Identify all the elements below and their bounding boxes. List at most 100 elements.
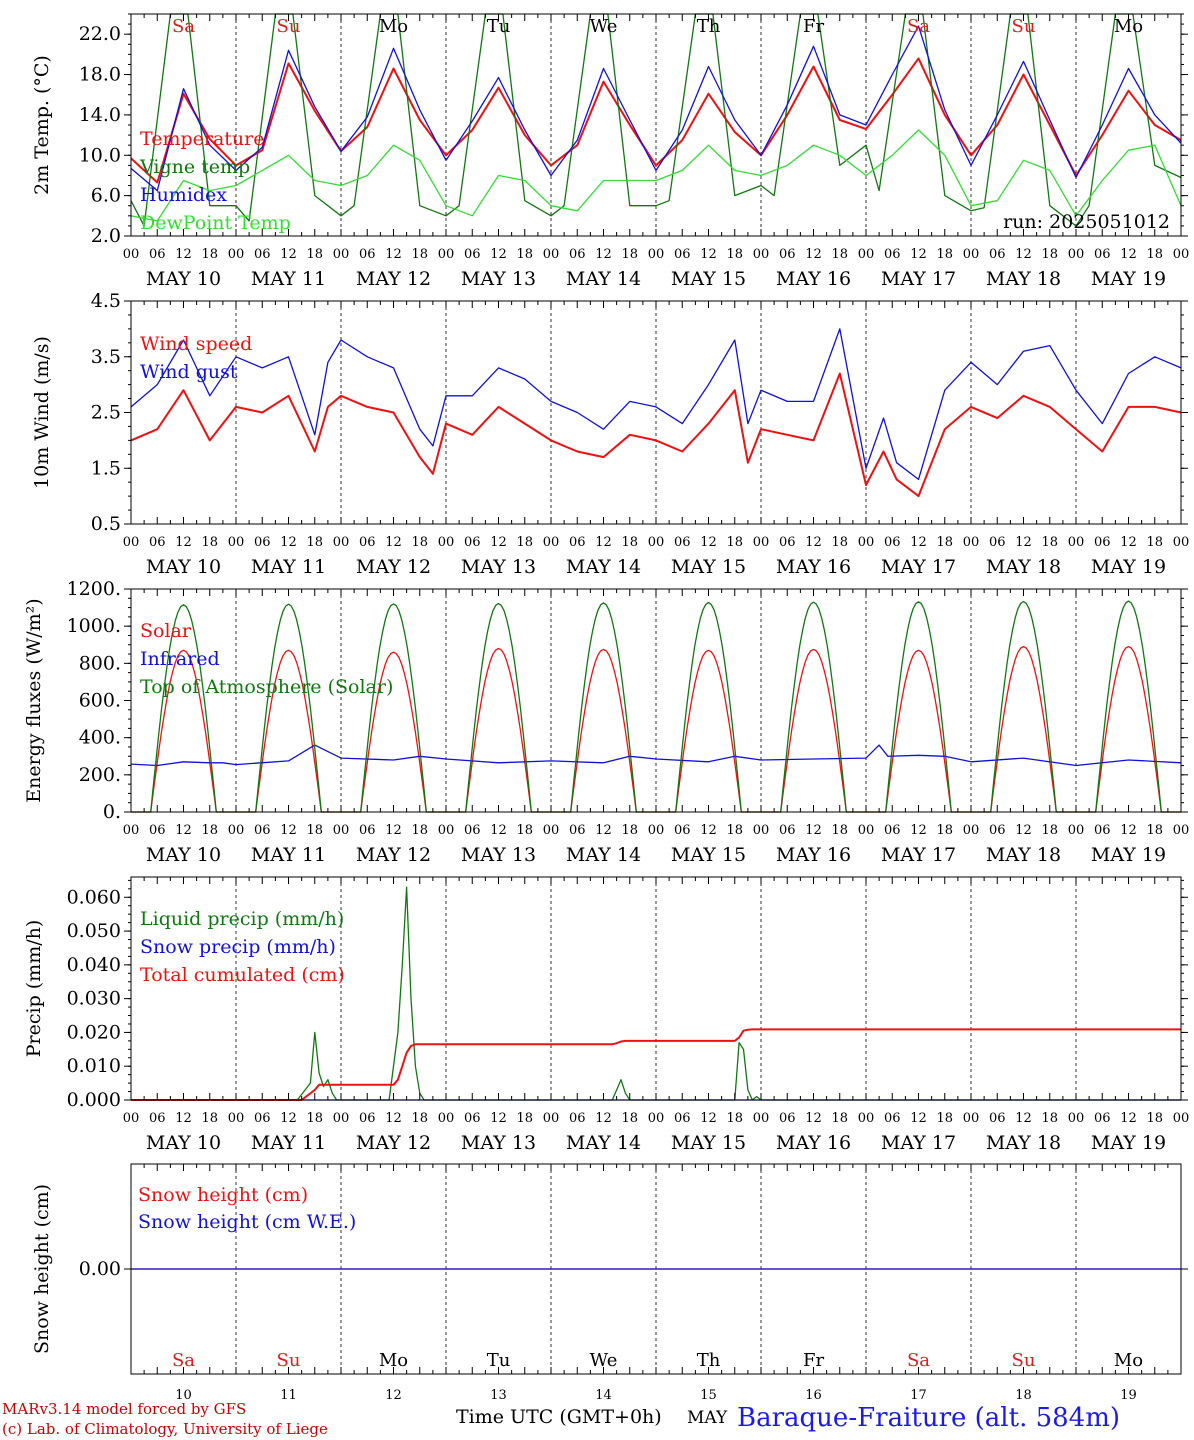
date-label: MAY 11 (251, 844, 326, 866)
lab-credit: (c) Lab. of Climatology, University of L… (2, 1420, 328, 1438)
hour-label: 12 (1015, 823, 1032, 838)
hour-label: 06 (149, 1111, 166, 1126)
date-label: MAY 10 (146, 1132, 221, 1154)
hour-label: 18 (516, 535, 533, 550)
date-label: MAY 17 (881, 844, 956, 866)
weekday-label: Su (1012, 16, 1036, 37)
hour-label: 00 (1068, 823, 1085, 838)
y-tick-label: 6.0 (91, 185, 121, 207)
y-tick-label: 4.5 (91, 290, 121, 312)
hour-label: 06 (254, 247, 271, 262)
hour-label: 06 (149, 535, 166, 550)
weekday-label: Mo (379, 16, 408, 37)
hour-label: 00 (858, 247, 875, 262)
hour-label: 00 (543, 823, 560, 838)
day-number-label: 18 (1015, 1388, 1032, 1403)
y-tick-label: 0.020 (67, 1021, 121, 1043)
legend-entry: Wind gust (140, 361, 238, 383)
date-label: MAY 15 (671, 844, 746, 866)
day-number-label: 19 (1120, 1388, 1137, 1403)
date-label: MAY 18 (986, 268, 1061, 290)
hour-label: 06 (674, 535, 691, 550)
y-tick-label: 2.0 (91, 225, 121, 247)
hour-label: 18 (516, 247, 533, 262)
series-layer (130, 13, 1182, 1270)
hour-label: 06 (674, 823, 691, 838)
date-label: MAY 15 (671, 556, 746, 578)
weekday-label: Tu (487, 16, 511, 37)
hour-label: 12 (385, 247, 402, 262)
date-label: MAY 13 (461, 268, 536, 290)
hour-label: 00 (753, 823, 770, 838)
hour-label: 06 (464, 535, 481, 550)
legend-entry: Total cumulated (cm) (140, 964, 345, 986)
hour-label: 00 (858, 535, 875, 550)
grid-layer (235, 14, 1077, 1374)
hour-label: 18 (411, 1111, 428, 1126)
hour-label: 12 (700, 823, 717, 838)
hour-label: 12 (490, 823, 507, 838)
date-label: MAY 13 (461, 844, 536, 866)
hour-label: 12 (805, 247, 822, 262)
hour-label: 00 (1173, 1111, 1190, 1126)
hour-label: 06 (884, 535, 901, 550)
hour-label: 18 (411, 535, 428, 550)
hour-label: 00 (543, 535, 560, 550)
hour-label: 18 (1146, 247, 1163, 262)
hour-label: 12 (910, 247, 927, 262)
date-label: MAY 15 (671, 268, 746, 290)
hour-label: 18 (306, 247, 323, 262)
weekday-label: Su (277, 1350, 301, 1371)
hour-label: 00 (438, 823, 455, 838)
date-label: MAY 14 (566, 268, 641, 290)
y-tick-label: 14.0 (79, 104, 121, 126)
hour-label: 06 (359, 1111, 376, 1126)
hour-label: 00 (123, 247, 140, 262)
hour-label: 12 (175, 247, 192, 262)
legend-entry: Vigne temp (139, 156, 250, 178)
hour-label: 12 (385, 823, 402, 838)
y-tick-label: 600. (79, 690, 121, 712)
hour-label: 18 (306, 535, 323, 550)
legend-entry: Temperature (140, 128, 264, 150)
hour-label: 00 (123, 1111, 140, 1126)
hour-label: 12 (1120, 1111, 1137, 1126)
hour-label: 06 (1094, 1111, 1111, 1126)
weekday-label: Fr (803, 1350, 824, 1371)
hour-label: 12 (175, 1111, 192, 1126)
hour-label: 18 (936, 823, 953, 838)
hour-label: 12 (595, 823, 612, 838)
hour-label: 00 (228, 823, 245, 838)
hour-label: 06 (359, 823, 376, 838)
hour-label: 18 (831, 247, 848, 262)
y-tick-label: 0.010 (67, 1055, 121, 1077)
hour-label: 18 (726, 535, 743, 550)
hour-label: 12 (280, 247, 297, 262)
hour-label: 00 (123, 823, 140, 838)
date-label: MAY 18 (986, 1132, 1061, 1154)
hour-label: 00 (438, 247, 455, 262)
hour-label: 06 (989, 823, 1006, 838)
weekday-label: Th (697, 1350, 721, 1371)
hour-label: 12 (595, 247, 612, 262)
hour-label: 06 (254, 823, 271, 838)
date-label: MAY 19 (1091, 844, 1166, 866)
hour-label: 12 (1120, 247, 1137, 262)
hour-label: 18 (516, 823, 533, 838)
hour-label: 12 (1015, 1111, 1032, 1126)
hour-label: 18 (1146, 1111, 1163, 1126)
date-label: MAY 16 (776, 268, 851, 290)
weekday-label: Mo (379, 1350, 408, 1371)
legend-entry: Wind speed (140, 333, 252, 355)
hour-label: 00 (648, 823, 665, 838)
hour-label: 12 (1120, 823, 1137, 838)
hour-label: 06 (779, 1111, 796, 1126)
weekday-label: Sa (172, 1350, 195, 1371)
y-tick-label: 3.5 (91, 346, 121, 368)
day-number-label: 17 (910, 1388, 927, 1403)
day-number-label: 10 (175, 1388, 192, 1403)
hour-label: 18 (306, 1111, 323, 1126)
hour-label: 00 (648, 247, 665, 262)
y-axis-label: Precip (mm/h) (23, 920, 45, 1058)
